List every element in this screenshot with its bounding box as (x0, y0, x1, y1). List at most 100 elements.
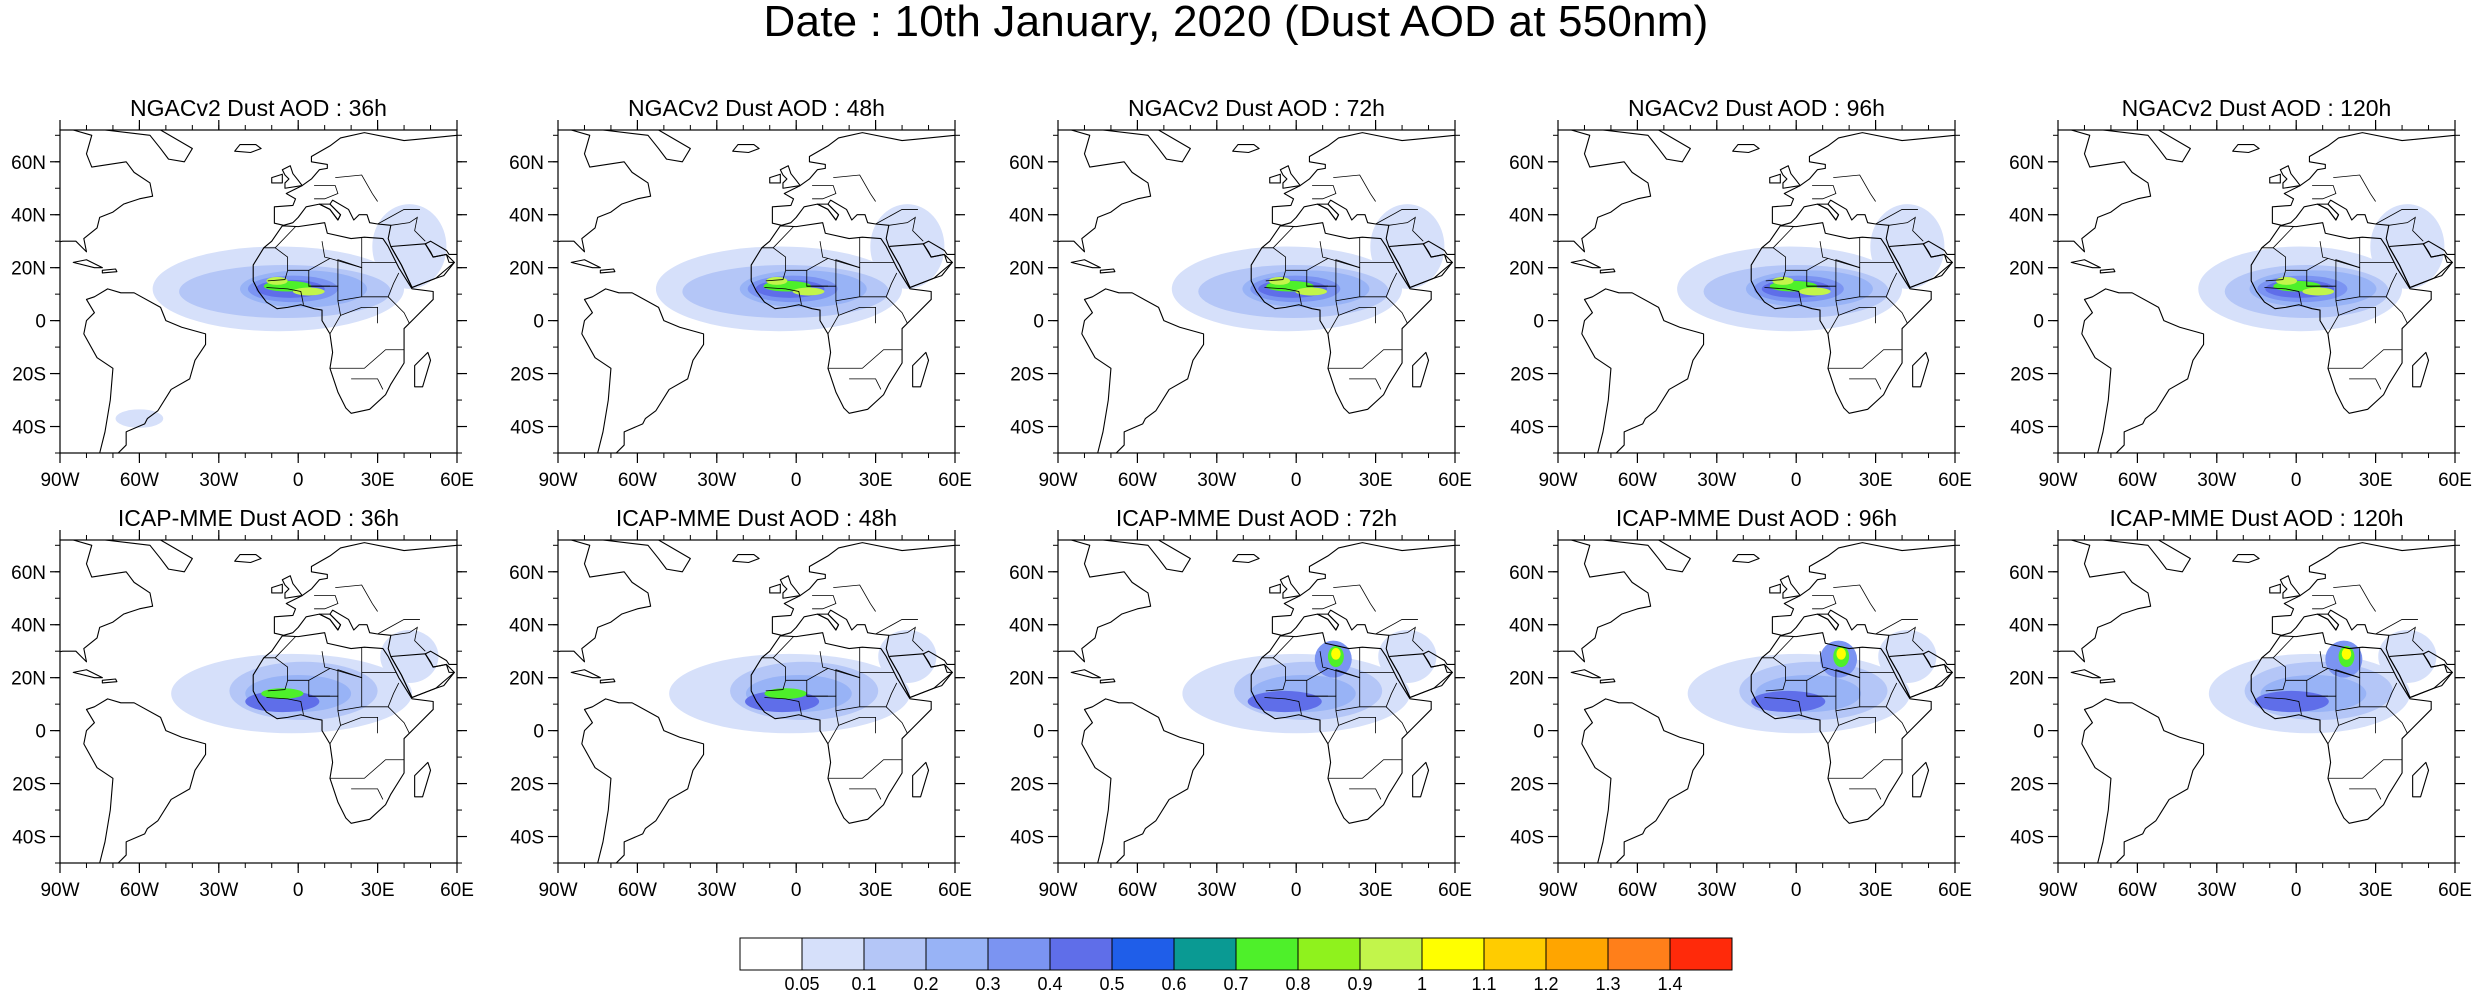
lat-tick-label: 20S (1010, 775, 1044, 796)
map-frame (2057, 539, 2456, 864)
lon-tick-label: 0 (293, 470, 304, 491)
lon-tick-label: 90W (2038, 470, 2077, 491)
lon-tick-label: 30W (2197, 470, 2236, 491)
map-panel: NGACv2 Dust AOD : 36h 90W 60W 30W 0 30E 60E 60N… (11, 95, 474, 491)
lat-tick-label: 60N (2009, 563, 2044, 584)
coastlines (2058, 130, 2455, 453)
colorbar-swatch (1421, 937, 1485, 971)
lon-tick-label: 30E (361, 880, 395, 901)
lat-tick-label: 20S (1010, 365, 1044, 386)
panel-title: ICAP-MME Dust AOD : 48h (616, 505, 897, 531)
lat-tick-label: 20S (510, 365, 544, 386)
panel-title: ICAP-MME Dust AOD : 120h (2110, 505, 2404, 531)
lat-tick-label: 40S (510, 418, 544, 439)
lat-tick-label: 40N (1009, 616, 1044, 637)
lat-tick-label: 60N (1009, 153, 1044, 174)
colorbar-swatch (1483, 937, 1547, 971)
lat-tick-label: 40N (2009, 616, 2044, 637)
colorbar-swatch (1607, 937, 1671, 971)
lat-tick-label: 0 (1533, 312, 1544, 333)
lat-tick-label: 40S (1510, 418, 1544, 439)
lon-tick-label: 60W (618, 470, 657, 491)
colorbar-label: 0.5 (1099, 974, 1124, 994)
lat-tick-label: 0 (1533, 722, 1544, 743)
lat-tick-label: 0 (2033, 722, 2044, 743)
map-frame (1057, 129, 1456, 454)
lat-tick-label: 40N (11, 206, 46, 227)
colorbar-swatch (1545, 937, 1609, 971)
lon-tick-label: 0 (791, 880, 802, 901)
lon-tick-label: 30E (361, 470, 395, 491)
dust-aod-field (669, 630, 937, 734)
lon-tick-label: 60E (2438, 880, 2472, 901)
colorbar-swatch (863, 937, 927, 971)
lat-tick-label: 20N (1009, 259, 1044, 280)
colorbar-swatch (987, 937, 1051, 971)
map-frame (1557, 539, 1956, 864)
lon-tick-label: 0 (791, 470, 802, 491)
coastlines (1558, 540, 1955, 863)
lat-tick-label: 20N (509, 259, 544, 280)
coastlines (1558, 130, 1955, 453)
lon-tick-label: 0 (293, 880, 304, 901)
panel-title: ICAP-MME Dust AOD : 96h (1616, 505, 1897, 531)
lat-tick-label: 40S (12, 828, 46, 849)
lon-tick-label: 30E (859, 880, 893, 901)
colorbar-swatch (1111, 937, 1175, 971)
lat-tick-label: 20N (11, 259, 46, 280)
lon-tick-label: 60E (938, 880, 972, 901)
lon-tick-label: 60W (2118, 470, 2157, 491)
map-frame (1557, 129, 1956, 454)
lon-tick-label: 30W (1697, 880, 1736, 901)
lat-tick-label: 60N (11, 563, 46, 584)
lat-tick-label: 0 (35, 722, 46, 743)
lat-tick-label: 20N (11, 669, 46, 690)
dust-aod-field (2198, 204, 2445, 332)
lat-tick-label: 20N (1009, 669, 1044, 690)
coastlines (60, 130, 457, 453)
lon-tick-label: 90W (2038, 880, 2077, 901)
lat-tick-label: 40S (2010, 418, 2044, 439)
lon-tick-label: 60E (2438, 470, 2472, 491)
lat-tick-label: 0 (533, 722, 544, 743)
lat-tick-label: 40N (2009, 206, 2044, 227)
lon-tick-label: 60E (1438, 880, 1472, 901)
lat-tick-label: 0 (35, 312, 46, 333)
lon-tick-label: 30W (199, 470, 238, 491)
lat-tick-label: 40N (509, 616, 544, 637)
colorbar-swatch (1297, 937, 1361, 971)
lon-tick-label: 30E (1359, 880, 1393, 901)
lon-tick-label: 90W (1538, 880, 1577, 901)
lon-tick-label: 60W (120, 880, 159, 901)
lon-tick-label: 60W (1118, 470, 1157, 491)
lat-tick-label: 40S (1010, 828, 1044, 849)
lat-tick-label: 60N (11, 153, 46, 174)
map-panel: NGACv2 Dust AOD : 72h 90W 60W 30W 0 30E 60E 60N… (1009, 95, 1472, 491)
panel-title: NGACv2 Dust AOD : 120h (2122, 95, 2392, 121)
lat-tick-label: 20S (12, 775, 46, 796)
lat-tick-label: 20S (1510, 775, 1544, 796)
panel-title: NGACv2 Dust AOD : 36h (130, 95, 387, 121)
colorbar-swatch (801, 937, 865, 971)
lon-tick-label: 30W (697, 880, 736, 901)
lon-tick-label: 30W (2197, 880, 2236, 901)
panel-title: NGACv2 Dust AOD : 48h (628, 95, 885, 121)
lon-tick-label: 60W (1618, 470, 1657, 491)
lat-tick-label: 60N (2009, 153, 2044, 174)
map-frame (59, 539, 458, 864)
lon-tick-label: 30W (1197, 470, 1236, 491)
lat-tick-label: 20N (1509, 259, 1544, 280)
lon-tick-label: 30E (2359, 880, 2393, 901)
dust-aod-field (1182, 630, 1437, 734)
map-frame (1057, 539, 1456, 864)
dust-aod-field (171, 630, 439, 734)
colorbar-label: 0.4 (1037, 974, 1062, 994)
lat-tick-label: 60N (1509, 563, 1544, 584)
map-panel: ICAP-MME Dust AOD : 36h 90W 60W 30W 0 30E 60E 6… (11, 505, 474, 901)
lat-tick-label: 20S (2010, 775, 2044, 796)
colorbar-label: 1.2 (1533, 974, 1558, 994)
map-panel: ICAP-MME Dust AOD : 48h 90W 60W 30W 0 30E 60E 6… (509, 505, 972, 901)
panel-title: NGACv2 Dust AOD : 96h (1628, 95, 1885, 121)
lon-tick-label: 30E (2359, 470, 2393, 491)
lat-tick-label: 40N (1509, 206, 1544, 227)
